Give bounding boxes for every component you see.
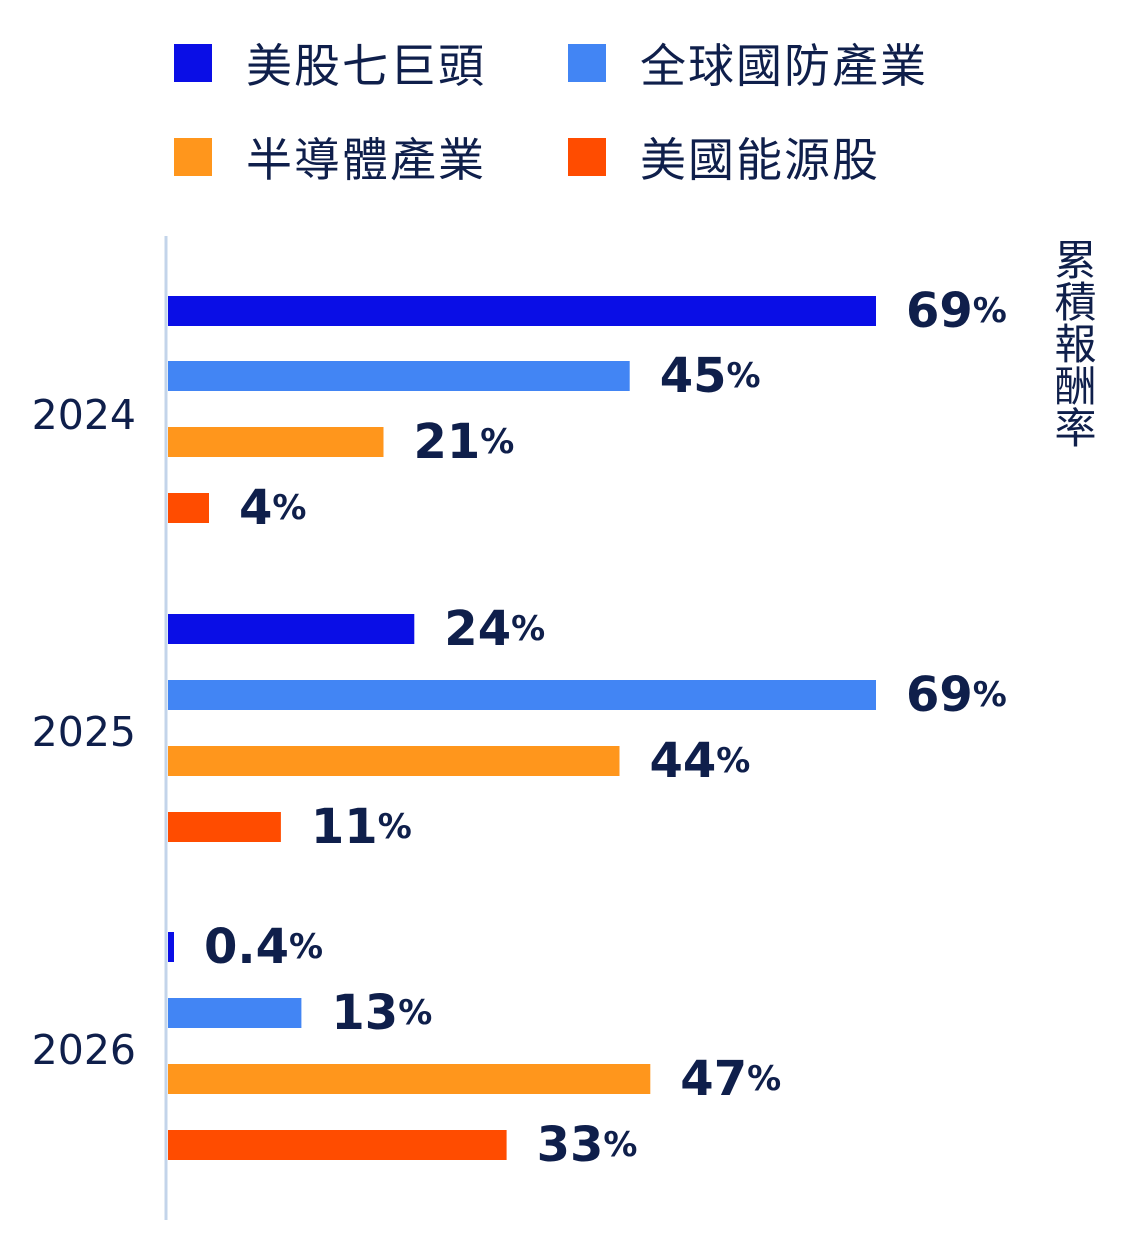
data-label-suffix: % [272, 488, 306, 528]
legend-item: 美股七巨頭 [174, 30, 486, 96]
data-label-value: 11 [311, 799, 378, 855]
data-label-value: 0.4 [204, 919, 289, 975]
category-tick-label: 2024 [32, 391, 136, 439]
bar [168, 361, 630, 391]
data-label-suffix: % [716, 741, 750, 781]
data-label-value: 21 [414, 414, 481, 470]
data-label-suffix: % [726, 356, 760, 396]
data-label: 21% [414, 414, 515, 470]
bar [168, 812, 281, 842]
value-axis-title: 累積報酬率 [1048, 238, 1097, 448]
data-label-suffix: % [973, 675, 1007, 715]
data-label-value: 24 [444, 601, 511, 657]
data-label-value: 13 [331, 985, 398, 1041]
data-label-value: 69 [906, 667, 973, 723]
data-label-value: 45 [660, 348, 727, 404]
legend-item: 半導體產業 [174, 124, 486, 190]
legend-swatch [174, 44, 212, 82]
data-label: 0.4% [204, 919, 323, 975]
category-tick-label: 2026 [32, 1026, 136, 1074]
bar [168, 296, 876, 326]
data-label-suffix: % [398, 993, 432, 1033]
bar [168, 1064, 651, 1094]
bar [168, 493, 209, 523]
bar [168, 1130, 507, 1160]
bar [168, 614, 415, 644]
legend-label: 半導體產業 [246, 133, 486, 187]
data-label: 4% [239, 480, 306, 536]
data-label: 47% [680, 1051, 781, 1107]
data-label-value: 33 [537, 1117, 604, 1173]
legend-item: 美國能源股 [568, 124, 880, 190]
data-label: 11% [311, 799, 412, 855]
legend-label: 美國能源股 [640, 133, 880, 187]
data-label-value: 69 [906, 283, 973, 339]
data-label: 24% [444, 601, 545, 657]
data-label-value: 4 [239, 480, 272, 536]
data-label-suffix: % [511, 609, 545, 649]
data-label-suffix: % [603, 1125, 637, 1165]
data-label: 44% [650, 733, 751, 789]
bar [168, 746, 620, 776]
bar [168, 998, 302, 1028]
category-tick-label: 2025 [32, 708, 136, 756]
data-label-suffix: % [747, 1059, 781, 1099]
legend-swatch [568, 44, 606, 82]
data-label: 33% [537, 1117, 638, 1173]
data-label: 45% [660, 348, 761, 404]
data-label-value: 47 [680, 1051, 747, 1107]
legend-swatch [568, 138, 606, 176]
bar [168, 932, 174, 962]
legend-label: 美股七巨頭 [246, 39, 486, 93]
data-label-suffix: % [378, 807, 412, 847]
data-label: 69% [906, 667, 1007, 723]
bar [168, 427, 384, 457]
legend-item: 全球國防產業 [568, 30, 928, 96]
legend-swatch [174, 138, 212, 176]
data-label-value: 44 [650, 733, 717, 789]
data-label-suffix: % [289, 927, 323, 967]
bar [168, 680, 876, 710]
legend-label: 全球國防產業 [640, 39, 928, 93]
data-label-suffix: % [480, 422, 514, 462]
data-label: 13% [331, 985, 432, 1041]
data-label: 69% [906, 283, 1007, 339]
data-label-suffix: % [973, 291, 1007, 331]
